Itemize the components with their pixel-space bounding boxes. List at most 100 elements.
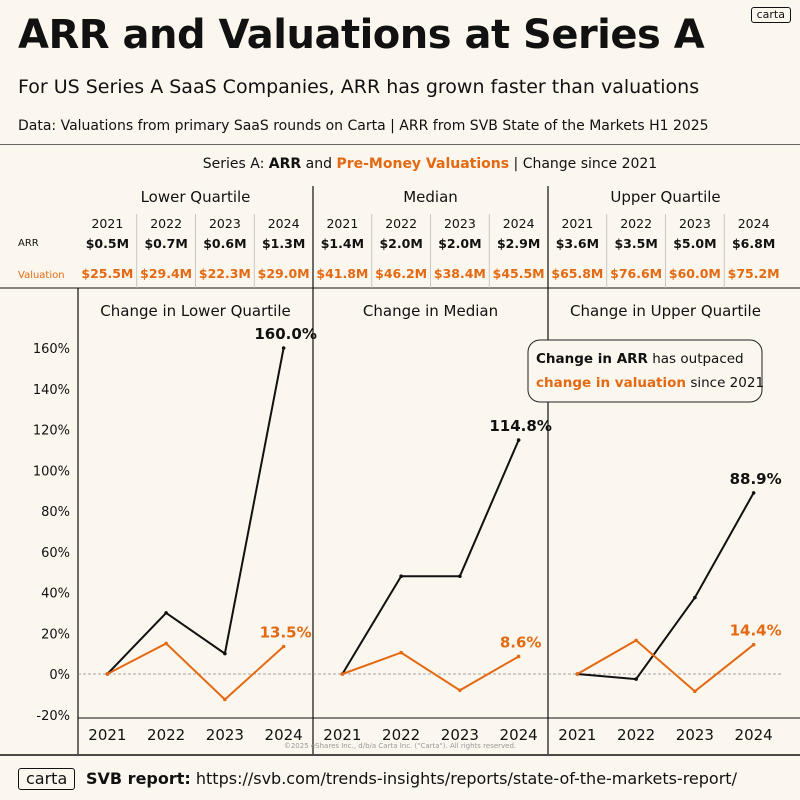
- footer-url[interactable]: https://svb.com/trends-insights/reports/…: [190, 769, 737, 788]
- table-arr-value: $3.5M: [614, 236, 657, 251]
- y-tick-label: 120%: [33, 424, 70, 439]
- table-year: 2023: [679, 216, 711, 231]
- table-arr-value: $1.3M: [262, 236, 305, 251]
- x-tick-label: 2024: [500, 726, 538, 744]
- valuation-point: [751, 642, 756, 647]
- x-tick-label: 2024: [265, 726, 303, 744]
- panel-chart-title: Change in Median: [363, 302, 498, 320]
- table-year: 2024: [503, 216, 535, 231]
- arr-series-line: [106, 347, 285, 675]
- arr-point: [281, 346, 286, 350]
- valuation-series-line: [342, 651, 520, 692]
- arr-end-label: 114.8%: [489, 417, 551, 435]
- table-valuation-value: $29.4M: [140, 266, 192, 281]
- row-label-valuation: Valuation: [18, 270, 65, 281]
- table-valuation-value: $65.8M: [551, 266, 603, 281]
- table-valuation-value: $46.2M: [375, 266, 427, 281]
- copyright: ©2025 eShares Inc., d/b/a Carta Inc. ("C…: [283, 742, 517, 750]
- footer-carta-logo: carta: [18, 768, 76, 790]
- valuation-end-label: 13.5%: [260, 623, 312, 641]
- arr-point: [223, 651, 227, 656]
- table-arr-value: $3.6M: [556, 236, 599, 251]
- valuation-point: [164, 641, 168, 646]
- arr-point: [458, 574, 462, 578]
- y-tick-label: 100%: [33, 464, 70, 479]
- callout-valuation: change in valuation: [536, 375, 686, 391]
- x-tick-label: 2021: [88, 726, 126, 744]
- valuation-point: [693, 689, 697, 694]
- valuation-point: [516, 654, 521, 659]
- panel-group-title: Lower Quartile: [141, 188, 251, 206]
- chart-header: Series A: ARR and Pre-Money Valuations |…: [203, 156, 657, 172]
- callout-box: [527, 339, 763, 403]
- table-arr-value: $2.0M: [438, 236, 481, 251]
- y-tick-label: 0%: [49, 668, 70, 683]
- panel-chart-title: Change in Lower Quartile: [100, 302, 290, 320]
- arr-series-line: [577, 492, 755, 681]
- table-arr-value: $5.0M: [673, 236, 716, 251]
- table-year: 2021: [561, 216, 593, 231]
- table-valuation-value: $38.4M: [434, 266, 486, 281]
- callout-text-2: since 2021: [686, 375, 764, 391]
- footer-text: SVB report: https://svb.com/trends-insig…: [86, 769, 737, 788]
- table-valuation-value: $60.0M: [669, 266, 721, 281]
- valuation-end-label: 14.4%: [730, 622, 782, 640]
- x-tick-label: 2024: [735, 726, 773, 744]
- arr-point: [634, 677, 638, 681]
- valuation-end-label: 8.6%: [500, 633, 542, 651]
- table-valuation-value: $29.0M: [258, 266, 310, 281]
- x-tick-label: 2022: [617, 726, 655, 744]
- valuation-point: [634, 638, 638, 643]
- header-suffix: | Change since 2021: [509, 156, 657, 172]
- table-arr-value: $0.7M: [144, 236, 187, 251]
- callout-line-2: change in valuation since 2021: [536, 375, 764, 391]
- arr-point: [516, 438, 521, 442]
- carta-logo: carta: [750, 7, 791, 23]
- arr-end-label: 88.9%: [730, 470, 782, 488]
- arr-point: [751, 491, 756, 495]
- header-prefix: Series A:: [203, 156, 269, 172]
- valuation-point: [223, 697, 227, 702]
- arr-series-line: [341, 439, 520, 675]
- table-valuation-value: $76.6M: [610, 266, 662, 281]
- valuation-point: [575, 672, 580, 676]
- chart: Series A: ARR and Pre-Money Valuations |…: [0, 144, 800, 754]
- x-tick-label: 2022: [147, 726, 185, 744]
- y-tick-label: 40%: [41, 587, 70, 602]
- table-year: 2024: [738, 216, 770, 231]
- table-year: 2022: [385, 216, 417, 231]
- panel-group-title: Upper Quartile: [610, 188, 720, 206]
- table-arr-value: $2.0M: [379, 236, 422, 251]
- table-valuation-value: $41.8M: [316, 266, 368, 281]
- row-label-arr: ARR: [18, 238, 39, 249]
- valuation-point: [105, 672, 110, 676]
- callout: Change in ARR has outpaced change in val…: [527, 339, 764, 403]
- valuation-point: [340, 672, 345, 676]
- valuation-point: [281, 644, 286, 649]
- footer-divider: [0, 754, 800, 756]
- x-tick-label: 2021: [558, 726, 596, 744]
- x-tick-label: 2021: [323, 726, 361, 744]
- page-title: ARR and Valuations at Series A: [18, 12, 705, 58]
- panel-group-title: Median: [403, 188, 458, 206]
- table-year: 2021: [326, 216, 358, 231]
- footer-label: SVB report:: [86, 769, 191, 788]
- y-tick-label: 60%: [41, 546, 70, 561]
- x-tick-label: 2022: [382, 726, 420, 744]
- arr-point: [164, 611, 168, 615]
- arr-point: [399, 574, 403, 578]
- table-arr-value: $1.4M: [321, 236, 364, 251]
- table-year: 2024: [268, 216, 300, 231]
- footer: carta SVB report: https://svb.com/trends…: [0, 754, 800, 800]
- table-arr-value: $2.9M: [497, 236, 540, 251]
- table-year: 2021: [91, 216, 123, 231]
- header-arr: ARR: [269, 156, 302, 172]
- y-tick-label: 20%: [41, 627, 70, 642]
- x-tick-label: 2023: [441, 726, 479, 744]
- arr-point: [693, 595, 697, 600]
- table-year: 2023: [444, 216, 476, 231]
- valuation-point: [399, 650, 403, 655]
- table-valuation-value: $22.3M: [199, 266, 251, 281]
- x-tick-label: 2023: [206, 726, 244, 744]
- x-tick-label: 2023: [676, 726, 714, 744]
